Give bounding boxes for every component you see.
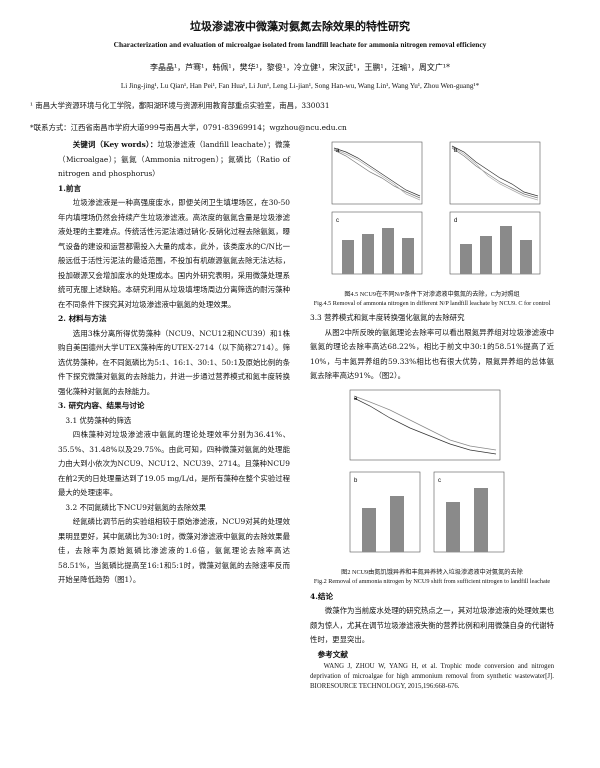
fig2-panel-c-bar: [474, 487, 488, 552]
panel-b-series-3: [451, 146, 539, 201]
reference-item: WANG J, ZHOU W, YANG H, et al. Trophic m…: [310, 663, 554, 690]
subsection-3-1-paragraph: 四株藻种对垃圾渗滤液中氨氮的理论处理效率分别为36.41%、35.5%、31.4…: [58, 430, 290, 497]
fig2-panel-b-label: b: [354, 478, 358, 484]
introduction-paragraph: 垃圾渗滤液是一种高强度废水，即便关闭卫生填埋场区，在30-50年内填埋场仍然会持…: [58, 198, 290, 309]
section-title-conclusion: 4.结论: [310, 591, 334, 601]
subsection-title-3-3: 3.3 营养模式和氮丰度转换强化氨氮的去除研究: [310, 313, 465, 322]
panel-c-frame: [331, 211, 423, 275]
section-title-introduction: 1.前言: [58, 183, 82, 193]
keywords-text: 垃圾渗滤液（landfill leachate）；微藻（Microalgae）；…: [58, 140, 290, 178]
subsection-title-3-1: 3.1 优势藻种的筛选: [65, 415, 132, 425]
conclusion-paragraph: 微藻作为当前废水处理的研究热点之一，其对垃圾渗滤液的处理效果也颇为惊人，尤其在调…: [310, 606, 554, 644]
panel-a-series-1: [333, 147, 421, 197]
panel-a-series-2: [333, 149, 421, 199]
fig2-panel-a-label: a: [354, 396, 358, 402]
figure-1: a b c: [310, 140, 554, 290]
figure-1-panel-a: a: [331, 141, 423, 205]
keywords-label: 关键词（Key words）：: [72, 140, 158, 149]
fig2-panel-a-series-2: [353, 395, 497, 450]
figure-1-panel-b: b: [449, 141, 541, 205]
fig2-panel-c-bar: [446, 501, 460, 552]
figure-2-plots: a b c: [349, 389, 505, 552]
figure-1-panel-c: c: [331, 211, 423, 275]
figure-2-caption-en: Fig.2 Removal of ammonia nitrogen by NCU…: [313, 577, 551, 585]
panel-b-label: b: [454, 148, 458, 154]
panel-d-bar: [520, 240, 532, 274]
figure-2-panel-c: c: [433, 471, 505, 552]
fig2-panel-b-bar: [390, 495, 404, 552]
panel-a-label: a: [336, 148, 340, 154]
figure-1-plots: a b c: [331, 141, 541, 275]
panel-d-bar: [480, 236, 492, 274]
fig2-panel-b-bar: [362, 507, 376, 552]
panel-b-series-1: [451, 145, 539, 197]
subsection-3-3-paragraph: 从图2中所反映的氨氮理论去除率可以看出限氮异养组对垃圾渗滤液中氨氮的理论去除率高…: [310, 327, 554, 381]
figure-2: a b c: [310, 388, 554, 568]
contact-info: *联系方式：江西省南昌市学府大道999号南昌大学，0791-83969914；w…: [30, 123, 347, 132]
panel-b-frame: [449, 141, 541, 205]
fig2-panel-a-frame: [349, 389, 501, 460]
keywords: 关键词（Key words）：垃圾渗滤液（landfill leachate）；…: [58, 138, 290, 182]
panel-c-label: c: [336, 218, 339, 224]
affiliation: ¹ 南昌大学资源环境与化工学院，鄱阳湖环境与资源利用教育部重点实验室，南昌，33…: [30, 101, 330, 110]
panel-d-bar: [460, 244, 472, 274]
paper-title-english: Characterization and evaluation of micro…: [113, 40, 487, 49]
panel-a-series-3: [333, 148, 421, 201]
figure-2-panel-b: b: [349, 471, 421, 552]
panel-c-bar: [362, 234, 374, 274]
subsection-title-3-2: 3.2 不同氮磷比下NCU9对氨氮的去除效果: [65, 502, 207, 512]
panel-d-bar: [500, 226, 512, 274]
left-column: 关键词（Key words）：垃圾渗滤液（landfill leachate）；…: [58, 138, 290, 588]
panel-d-frame: [449, 211, 541, 275]
methods-paragraph: 选用3株分离所得优势藻种（NCU9、NCU12和NCU39）和1株购自美国德州大…: [58, 328, 290, 396]
author-list: 李晶晶¹，芦骞¹，韩佩¹，樊华¹，黎俊¹，冷立健¹，宋汉武¹，王鹏¹，汪瑜¹，周…: [149, 63, 451, 72]
fig2-panel-b-frame: [349, 471, 421, 552]
section-title-methods: 2. 材料与方法: [58, 314, 107, 323]
references-title: 参考文献: [317, 649, 348, 659]
panel-c-bar: [382, 228, 394, 274]
author-list-english: Li Jing-jing¹, Lu Qian¹, Han Pei¹, Fan H…: [120, 82, 480, 90]
right-column: a b c: [310, 140, 554, 692]
panel-b-series-2: [451, 147, 539, 199]
fig2-panel-a-series-1: [353, 397, 497, 454]
figure-2-caption-cn: 图2 NCU9由氮饥饿异养和丰氮异养转入垃圾渗滤液中对氨氮的去除: [341, 568, 523, 576]
section-title-results: 3. 研究内容、结果与讨论: [58, 401, 145, 410]
figure-2-panel-a: a: [349, 389, 501, 460]
figure-1-caption-en: Fig.4.5 Removal of ammonia nitrogen in d…: [313, 300, 551, 307]
panel-c-bar: [402, 238, 414, 274]
panel-c-bar: [342, 240, 354, 274]
fig2-panel-c-frame: [433, 471, 505, 552]
panel-a-frame: [331, 141, 423, 205]
figure-1-panel-d: d: [449, 211, 541, 275]
panel-d-label: d: [454, 218, 457, 224]
figure-1-caption-cn: 图4.5 NCU9在不同N/P条件下对渗滤液中氨氮的去除，C为对照组: [344, 291, 520, 298]
fig2-panel-c-label: c: [438, 478, 441, 484]
paper-title: 垃圾渗滤液中微藻对氨氮去除效果的特性研究: [190, 20, 410, 33]
subsection-3-2-paragraph: 经氮磷比调节后的实验组相较于原始渗滤液，NCU9对其的处理效果明显更好，其中氮磷…: [58, 517, 290, 584]
